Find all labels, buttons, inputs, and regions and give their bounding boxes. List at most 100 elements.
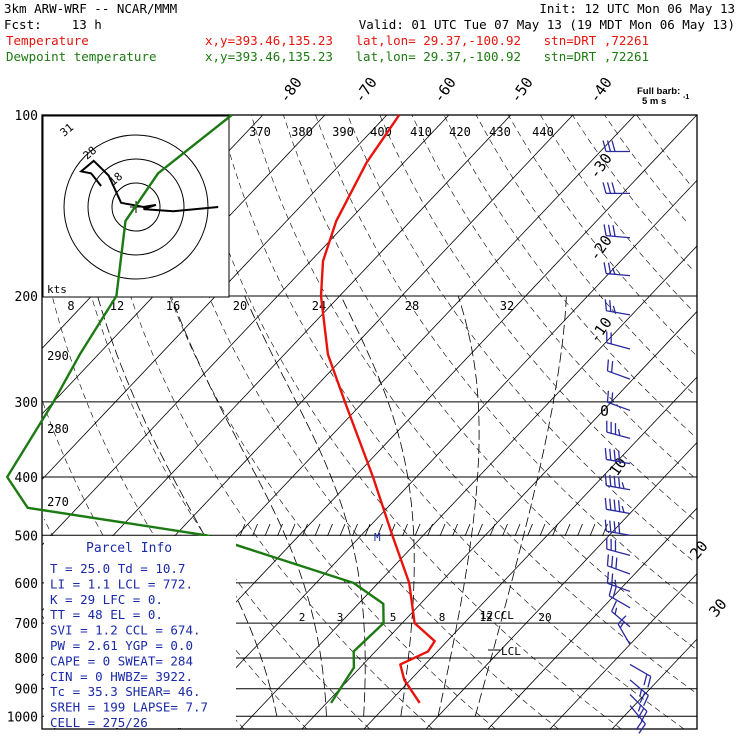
hatch-mark [552,523,558,537]
wind-barb-flag [613,449,616,462]
hatch-mark [489,523,496,537]
wind-barb-flag [612,305,616,313]
ccl-label: CCL [494,609,514,622]
dry-adiabat [218,114,685,730]
temperature-profile [319,114,436,704]
dry-adiabat [475,114,693,394]
wind-barb-flag [602,140,607,152]
wind-barb-flag [615,557,618,569]
isotherm-label: -40 [586,74,616,107]
theta-label: 440 [532,125,554,139]
hodograph-ring [111,182,161,232]
dry-adiabat [90,114,433,730]
theta-left-label: 290 [47,349,69,363]
dry-adiabat [315,114,694,605]
wind-barb-staff [606,234,631,239]
wind-barb-flag [606,359,610,371]
parcel-info-row: CIN = 0 HWBZ= 3922. [50,669,193,684]
dewpoint-profile [6,114,385,704]
hatch-mark [502,523,508,537]
wind-barb-flag [611,573,614,585]
wind-barb-flag [643,695,649,706]
dewpoint-station-info: x,y=393.46,135.23 lat,lon= 29.37,-100.92… [205,49,649,64]
wind-barb-flag [609,300,612,312]
isotherm-line [487,507,698,730]
parcel-info-row: LI = 1.1 LCL = 772. [50,576,193,591]
wind-barb-flag [621,482,625,489]
wind-barb-staff [607,401,631,412]
wind-barb-flag [606,390,610,403]
wind-barb-flag [607,224,612,237]
mixing-ratio-label: 8 [439,611,446,624]
hatch-mark [477,523,483,537]
wind-barb-staff [629,679,649,696]
dry-adiabat [540,114,691,309]
hatch-mark [239,523,246,537]
wind-barb-flag [614,579,617,587]
hodograph-speed-label: 20 [233,299,247,313]
hatch-mark [339,523,346,537]
parcel-info-row: SREH = 199 LAPSE= 7.7 [50,700,208,715]
barb-legend-exponent: -1 [683,94,689,101]
mixing-ratio-label: 5 [390,611,397,624]
dry-adiabat [411,114,694,478]
wind-barb-flag [617,522,621,534]
wind-barb-staff [607,370,631,380]
hatch-mark [539,523,546,537]
parcel-info-row: CAPE = 0 SWEAT= 284 [50,653,193,668]
parcel-marker: M [374,531,381,544]
wind-barb-flag [611,392,614,404]
pressure-label: 1000 [7,710,38,725]
hatch-mark [427,523,433,537]
hatch-mark [302,523,308,537]
hodograph-trace [78,159,219,213]
isotherm-label: -30 [586,150,616,183]
isotherm-line [239,245,698,730]
theta-left-label: 270 [47,495,69,509]
dry-adiabat [379,114,695,520]
pressure-label: 200 [15,290,38,305]
pressure-label: 500 [15,529,38,544]
moist-adiabat [437,295,480,717]
parcel-info-background [44,536,236,728]
wind-barb-flag [609,448,612,461]
theta-left-label: 280 [47,422,69,436]
header: 3km ARW-WRF -- NCAR/MMM Init: 12 UTC Mon… [4,1,735,64]
wind-barb-flag [607,262,612,275]
wind-barb-flag [613,475,616,488]
theta-label: 370 [249,125,271,139]
wind-barb-flag [614,607,618,615]
hodograph-speed-label: 8 [67,299,74,313]
dry-adiabat [154,114,559,730]
wind-barb-flag [606,182,612,194]
parcel-info-row: T = 25.0 Td = 10.7 [50,561,185,576]
wind-barb-flag [639,692,646,704]
wind-barb-flag [611,182,616,194]
valid-time: Valid: 01 UTC Tue 07 May 13 (19 MDT Mon … [359,17,735,32]
wind-barb-flag [611,555,614,568]
mixing-ratio-label: 3 [337,611,344,624]
hodograph-speed-label: 32 [500,299,514,313]
dewpoint-legend-label: Dewpoint temperature [6,49,157,64]
hodograph-ring [87,158,185,256]
wind-barb-flag [617,476,621,488]
wind-barb-flag [603,262,607,274]
isotherm-line [41,114,450,546]
hodograph-speed-label: 24 [312,299,326,313]
wind-barb-staff [608,595,631,609]
hodograph-speed-label: 28 [405,299,419,313]
wind-barb-staff [606,272,631,277]
wind-barb-flag [619,621,625,629]
mixing-ratio-label: 12 [479,611,492,624]
hatch-mark [364,523,371,537]
wind-barb-flag [647,676,652,688]
dry-adiabat [604,114,687,222]
wind-barb-flag [606,140,612,152]
hatch-mark [264,523,271,537]
theta-label: 390 [332,125,354,139]
hatch-mark [352,523,358,537]
wind-barb-flag [611,267,616,275]
parcel-info-row: SVI = 1.2 CCL = 674. [50,623,201,638]
pressure-label: 700 [15,617,38,632]
